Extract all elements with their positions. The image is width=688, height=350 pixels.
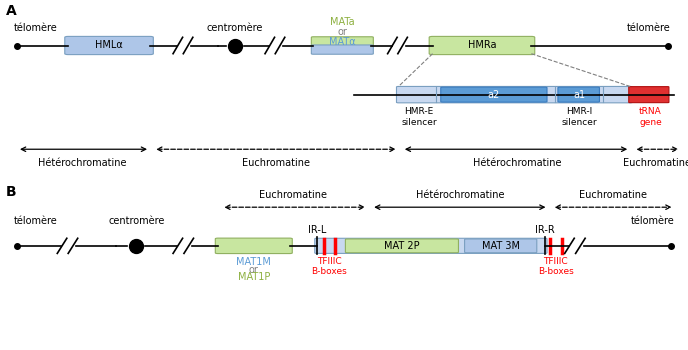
Text: Euchromatine: Euchromatine bbox=[259, 190, 327, 201]
Text: or: or bbox=[249, 265, 259, 275]
Text: IR-L: IR-L bbox=[308, 225, 326, 235]
Text: MAT1P: MAT1P bbox=[237, 272, 270, 282]
Text: a1: a1 bbox=[573, 90, 585, 100]
FancyBboxPatch shape bbox=[65, 36, 153, 55]
Text: HMLα: HMLα bbox=[95, 41, 123, 50]
Text: Hétérochromatine: Hétérochromatine bbox=[473, 158, 562, 168]
FancyBboxPatch shape bbox=[215, 238, 292, 253]
FancyBboxPatch shape bbox=[312, 37, 374, 46]
Text: TFIIIC
B-boxes: TFIIIC B-boxes bbox=[311, 257, 347, 276]
Text: MAT 2P: MAT 2P bbox=[384, 241, 420, 251]
Text: MATα: MATα bbox=[329, 37, 356, 47]
Text: télomère: télomère bbox=[631, 216, 674, 226]
FancyBboxPatch shape bbox=[629, 87, 669, 103]
FancyBboxPatch shape bbox=[312, 45, 374, 54]
Text: Hétérochromatine: Hétérochromatine bbox=[416, 190, 504, 201]
Text: Euchromatine: Euchromatine bbox=[623, 158, 688, 168]
Text: centromère: centromère bbox=[108, 216, 164, 226]
Text: a2: a2 bbox=[488, 90, 500, 100]
Text: MAT 3M: MAT 3M bbox=[482, 241, 519, 251]
Text: Euchromatine: Euchromatine bbox=[579, 190, 647, 201]
Text: tRNA
gene: tRNA gene bbox=[639, 107, 662, 127]
Text: or: or bbox=[337, 27, 347, 37]
Text: MAT1M: MAT1M bbox=[237, 257, 271, 267]
FancyBboxPatch shape bbox=[464, 239, 537, 253]
FancyBboxPatch shape bbox=[429, 36, 535, 55]
FancyBboxPatch shape bbox=[314, 238, 547, 253]
Text: HMR-I
silencer: HMR-I silencer bbox=[561, 107, 596, 127]
FancyBboxPatch shape bbox=[345, 239, 458, 253]
FancyBboxPatch shape bbox=[396, 86, 632, 103]
Text: centromère: centromère bbox=[207, 23, 264, 33]
Text: Euchromatine: Euchromatine bbox=[242, 158, 310, 168]
Text: télomère: télomère bbox=[14, 23, 57, 33]
Text: HMR-E
silencer: HMR-E silencer bbox=[401, 107, 437, 127]
Text: A: A bbox=[6, 4, 17, 18]
FancyBboxPatch shape bbox=[558, 87, 599, 102]
Text: télomère: télomère bbox=[14, 216, 57, 226]
Text: télomère: télomère bbox=[627, 23, 671, 33]
Text: Hétérochromatine: Hétérochromatine bbox=[38, 158, 126, 168]
Text: IR-R: IR-R bbox=[535, 225, 555, 235]
Text: B: B bbox=[6, 186, 17, 199]
Text: HMRa: HMRa bbox=[468, 41, 496, 50]
Text: MATa: MATa bbox=[330, 17, 354, 27]
Text: TFIIIC
B-boxes: TFIIIC B-boxes bbox=[538, 257, 574, 276]
FancyBboxPatch shape bbox=[441, 87, 547, 102]
